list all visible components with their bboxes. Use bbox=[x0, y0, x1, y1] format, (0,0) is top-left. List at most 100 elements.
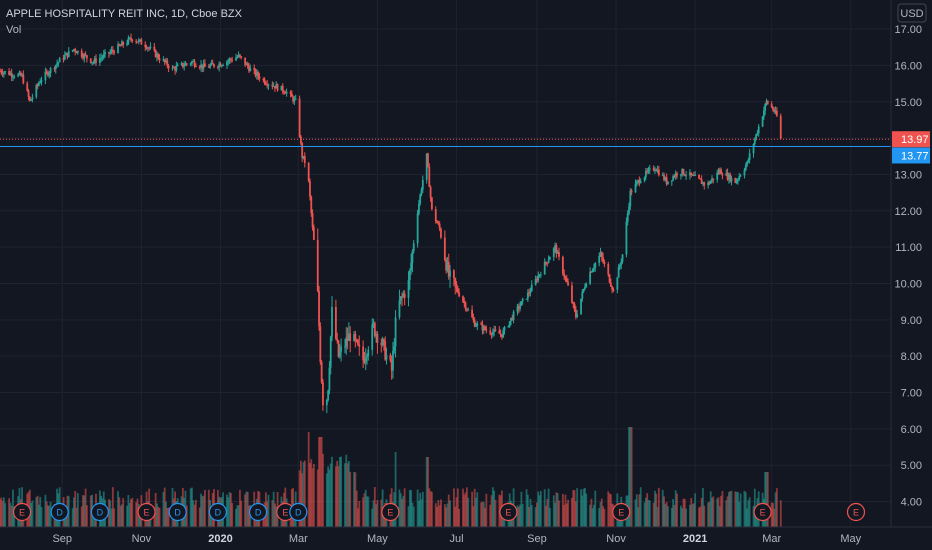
volume-bar bbox=[248, 505, 250, 527]
y-tick-label: 10.00 bbox=[894, 278, 922, 290]
volume-bar bbox=[394, 452, 397, 527]
candle-body bbox=[480, 323, 483, 325]
dividend-marker[interactable]: D bbox=[289, 502, 308, 522]
candle-body bbox=[139, 39, 141, 41]
candle-body bbox=[611, 286, 614, 290]
candle-body bbox=[84, 54, 87, 56]
candle-body bbox=[157, 54, 160, 59]
candle-body bbox=[231, 59, 234, 61]
candle-body bbox=[75, 51, 78, 54]
candle-body bbox=[665, 177, 668, 184]
volume-bar bbox=[163, 487, 166, 527]
dividend-marker[interactable]: D bbox=[248, 502, 268, 522]
candle-body bbox=[200, 64, 202, 68]
candle-body bbox=[302, 156, 305, 158]
candle-body bbox=[437, 222, 440, 225]
time-axis[interactable]: Sep Nov 2020 Mar May Jul Sep Nov 2021 Mar May bbox=[52, 533, 861, 545]
dividend-marker[interactable]: D bbox=[90, 502, 109, 522]
volume-bar bbox=[611, 503, 614, 527]
volume-bar bbox=[399, 493, 402, 527]
candle-body bbox=[285, 91, 288, 94]
candle-body bbox=[475, 325, 477, 327]
candle-body bbox=[44, 71, 47, 81]
volume-bar bbox=[440, 499, 442, 527]
candle-body bbox=[735, 180, 738, 183]
candle-body bbox=[345, 337, 348, 347]
earnings-marker[interactable]: E bbox=[753, 502, 772, 522]
candle-body bbox=[558, 251, 560, 257]
candle-body bbox=[22, 74, 25, 84]
volume-bar bbox=[591, 508, 594, 527]
candle-body bbox=[320, 361, 323, 383]
candle-body bbox=[140, 39, 143, 45]
volume-bar bbox=[153, 508, 156, 527]
candle-body bbox=[336, 338, 339, 341]
candle-body bbox=[382, 339, 385, 342]
volume-bar bbox=[772, 503, 774, 527]
dividend-marker[interactable]: D bbox=[168, 502, 187, 522]
candle-body bbox=[502, 330, 505, 338]
candle-body bbox=[194, 66, 197, 68]
candle-body bbox=[299, 136, 302, 144]
earnings-marker[interactable]: E bbox=[137, 502, 156, 522]
candle-body bbox=[567, 282, 569, 286]
candle-body bbox=[375, 333, 378, 336]
currency-button[interactable] bbox=[897, 3, 927, 23]
candle-body bbox=[717, 172, 720, 174]
candle-body bbox=[729, 174, 732, 182]
candle-body bbox=[689, 172, 691, 176]
volume-bar bbox=[585, 493, 588, 527]
candle-body bbox=[770, 103, 773, 108]
candle-body bbox=[30, 99, 33, 101]
volume-bar bbox=[345, 454, 348, 527]
earnings-marker[interactable]: E bbox=[12, 502, 32, 522]
volume-bar bbox=[682, 498, 685, 527]
earnings-marker[interactable]: E bbox=[381, 502, 400, 522]
candle-body bbox=[137, 39, 140, 42]
volume-bar bbox=[12, 489, 14, 527]
candle-body bbox=[440, 228, 442, 238]
y-tick-label: 16.00 bbox=[894, 60, 922, 72]
volume-bar bbox=[162, 491, 165, 527]
volume-bar bbox=[411, 502, 414, 527]
candle-body bbox=[609, 282, 612, 287]
volume-bar bbox=[558, 500, 560, 527]
volume-bar bbox=[438, 505, 441, 527]
candle-body bbox=[629, 190, 632, 207]
volume-bar bbox=[89, 495, 92, 527]
volume-bar bbox=[711, 498, 713, 527]
volume-bar bbox=[727, 492, 730, 527]
volume-bar bbox=[35, 497, 38, 527]
candle-body bbox=[109, 51, 112, 54]
volume-bar bbox=[39, 496, 42, 527]
candle-body bbox=[753, 139, 756, 144]
earnings-marker[interactable]: E bbox=[846, 502, 866, 522]
candle-body bbox=[174, 67, 176, 71]
candle-body bbox=[449, 270, 451, 277]
dividend-marker[interactable]: D bbox=[50, 502, 69, 522]
candle-body bbox=[271, 84, 274, 87]
candle-body bbox=[485, 329, 488, 331]
earnings-marker[interactable]: E bbox=[612, 502, 631, 522]
volume-bar bbox=[108, 499, 110, 527]
candle-body bbox=[63, 55, 66, 60]
dividend-marker[interactable]: D bbox=[208, 502, 227, 522]
candle-body bbox=[576, 314, 579, 318]
candle-body bbox=[9, 73, 12, 75]
candle-body bbox=[743, 170, 746, 176]
candle-body bbox=[720, 169, 723, 175]
candle-body bbox=[389, 354, 392, 361]
volume-bar bbox=[453, 488, 455, 527]
candle-body bbox=[239, 54, 241, 57]
volume-bar bbox=[74, 491, 77, 527]
earnings-marker[interactable]: E bbox=[499, 502, 518, 522]
candle-body bbox=[672, 176, 675, 181]
candle-body bbox=[756, 133, 759, 135]
candle-body bbox=[126, 43, 129, 45]
price-tag-label: 13.97 bbox=[901, 134, 929, 146]
volume-bar bbox=[555, 492, 558, 527]
volume-bar bbox=[364, 489, 367, 527]
candle-body bbox=[100, 57, 103, 59]
